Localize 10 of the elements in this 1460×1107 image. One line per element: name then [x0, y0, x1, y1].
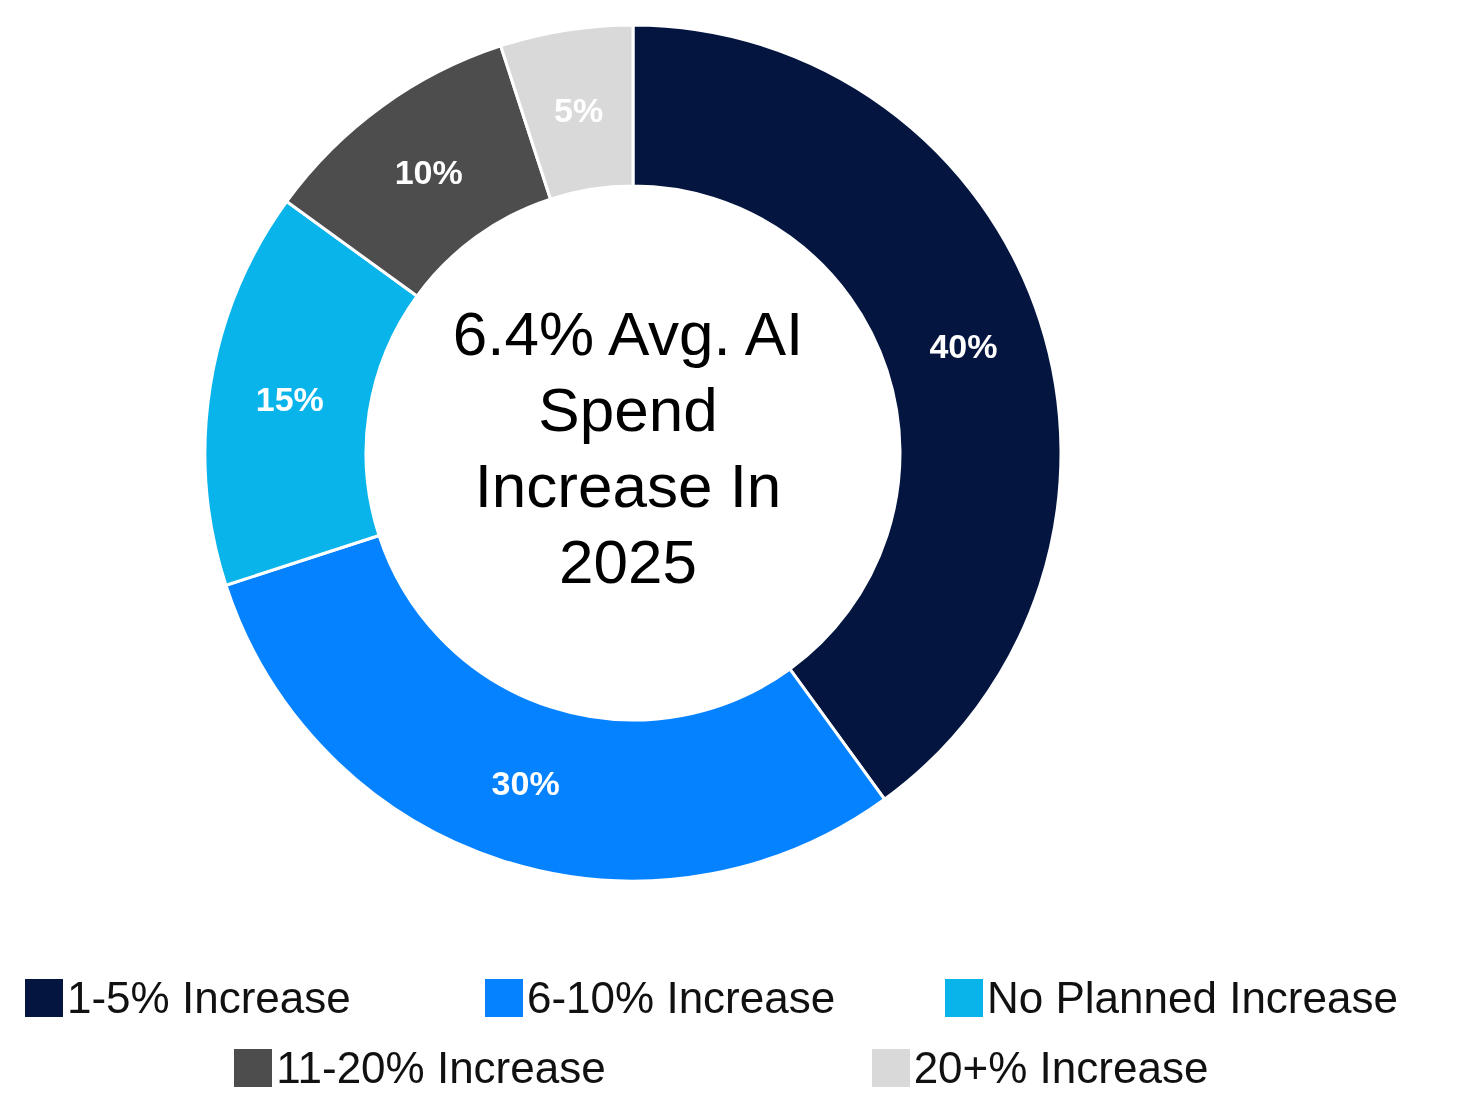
legend-label: No Planned Increase [987, 973, 1398, 1023]
legend-label: 20+% Increase [913, 1043, 1209, 1093]
data-label: 15% [255, 379, 324, 418]
legend-label: 1-5% Increase [67, 973, 351, 1023]
legend-label: 6-10% Increase [527, 973, 836, 1023]
text: 6.4% Avg. AI Spend Increase In 2025 [451, 299, 805, 596]
legend-label: 11-20% Increase [276, 1043, 606, 1093]
data-label: 40% [929, 326, 998, 365]
data-label: 30% [491, 764, 560, 803]
data-label: 10% [394, 152, 463, 191]
